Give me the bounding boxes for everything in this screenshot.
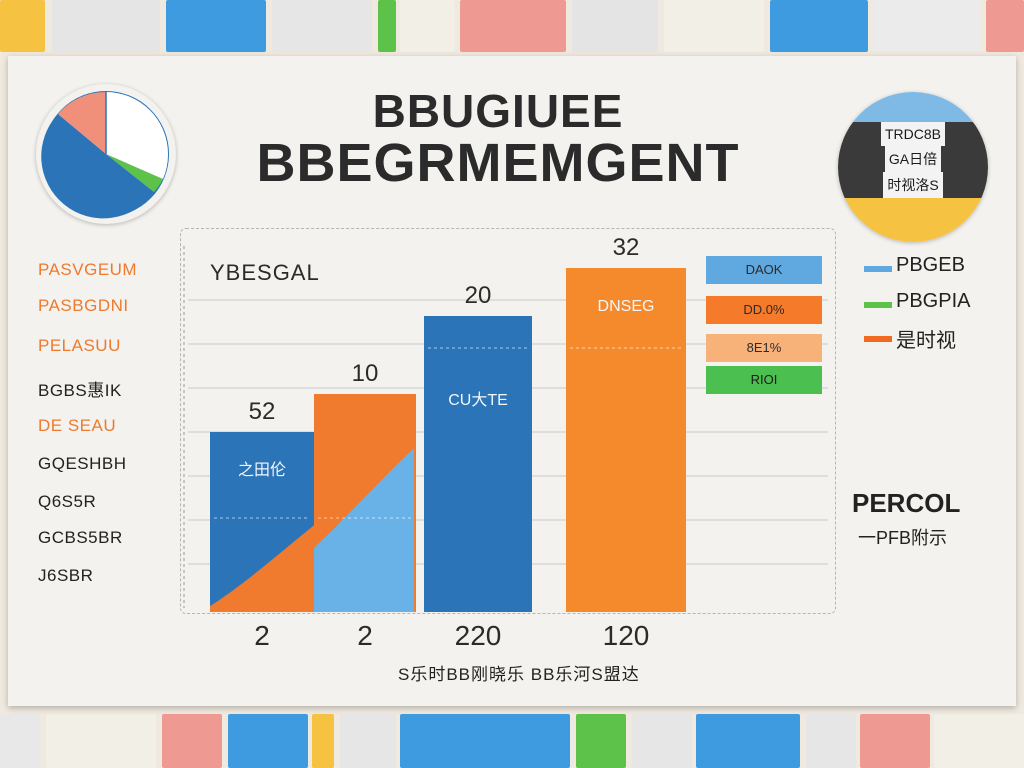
side-label-8: GCBS5BR [38,528,123,547]
plot-frame [180,228,836,614]
side-label-3: PELASUU [38,336,121,355]
pie-slice-white [106,92,169,179]
x-tick-1: 2 [254,620,270,651]
bar-2 [314,394,416,612]
side-label-9: J6SBR [38,566,94,585]
badge-band-yellow [838,198,988,242]
badge-band-blue [838,92,988,122]
annotation-subtitle: 一PFB附示 [858,528,948,548]
x-tick-3: 220 [454,620,502,651]
legend-swatch-1 [864,266,892,272]
side-label-4: BGBS惠IK [38,381,122,400]
badge-band-row3: 时视洛S [838,172,988,198]
top-tile-strip [0,0,1024,62]
bar-4: DNSEG [566,268,686,612]
y-axis-label: YBESGAL [210,260,320,285]
legend-label-2: PBGPIA [896,290,971,312]
side-label-6: GQESHBH [38,454,127,473]
value-box-3: 8E1% [706,334,822,362]
value-label-2: 10 [351,360,379,387]
chart-card: BBUGIUEE BBEGRMEMGENT TRDC8B GA日倍 时视洛S P… [8,56,1016,706]
value-label-3: 20 [464,282,492,309]
x-tick-4: 120 [602,620,650,651]
value-box-1: DAOK [706,256,822,284]
side-label-2: PASBGDNI [38,296,129,315]
value-box-4: RIOI [706,366,822,394]
bottom-tile-strip [0,706,1024,768]
pie-chart-icon [41,91,169,219]
bar-3-inner-label: CU大TE [448,392,508,409]
x-axis-label: S乐时BB刚晓乐 BB乐河S盟达 [398,665,640,684]
value-box-2: DD.0% [706,296,822,324]
side-label-7: Q6S5R [38,492,97,511]
pie-sticker [36,84,176,224]
legend-label-3: 是时视 [896,330,956,352]
bar-1: 之田伦 [210,432,314,612]
chart-title-line1: BBUGIUEE [372,85,624,137]
bar-4-inner-label: DNSEG [597,298,655,315]
legend-badge: TRDC8B GA日倍 时视洛S [838,92,988,242]
x-tick-2: 2 [357,620,373,651]
badge-band-row1: TRDC8B [838,122,988,146]
pie-slice-green [106,154,163,192]
pie-slice-salmon [58,91,106,154]
badge-band-row2: GA日倍 [838,146,988,172]
value-label-1: 52 [248,398,276,425]
bar-1-inner-label: 之田伦 [237,462,286,479]
legend-swatch-3 [864,336,892,342]
chart-title-line2: BBEGRMEMGENT [256,133,740,193]
value-label-4: 32 [612,234,640,261]
pie-slice-blue [41,114,154,219]
legend-swatch-2 [864,302,892,308]
side-label-1: PASVGEUM [38,260,138,279]
bar-3: CU大TE [424,316,532,612]
side-label-5: DE SEAU [38,416,117,435]
annotation-title: PERCOL [852,488,961,518]
legend-label-1: PBGEB [896,254,965,276]
